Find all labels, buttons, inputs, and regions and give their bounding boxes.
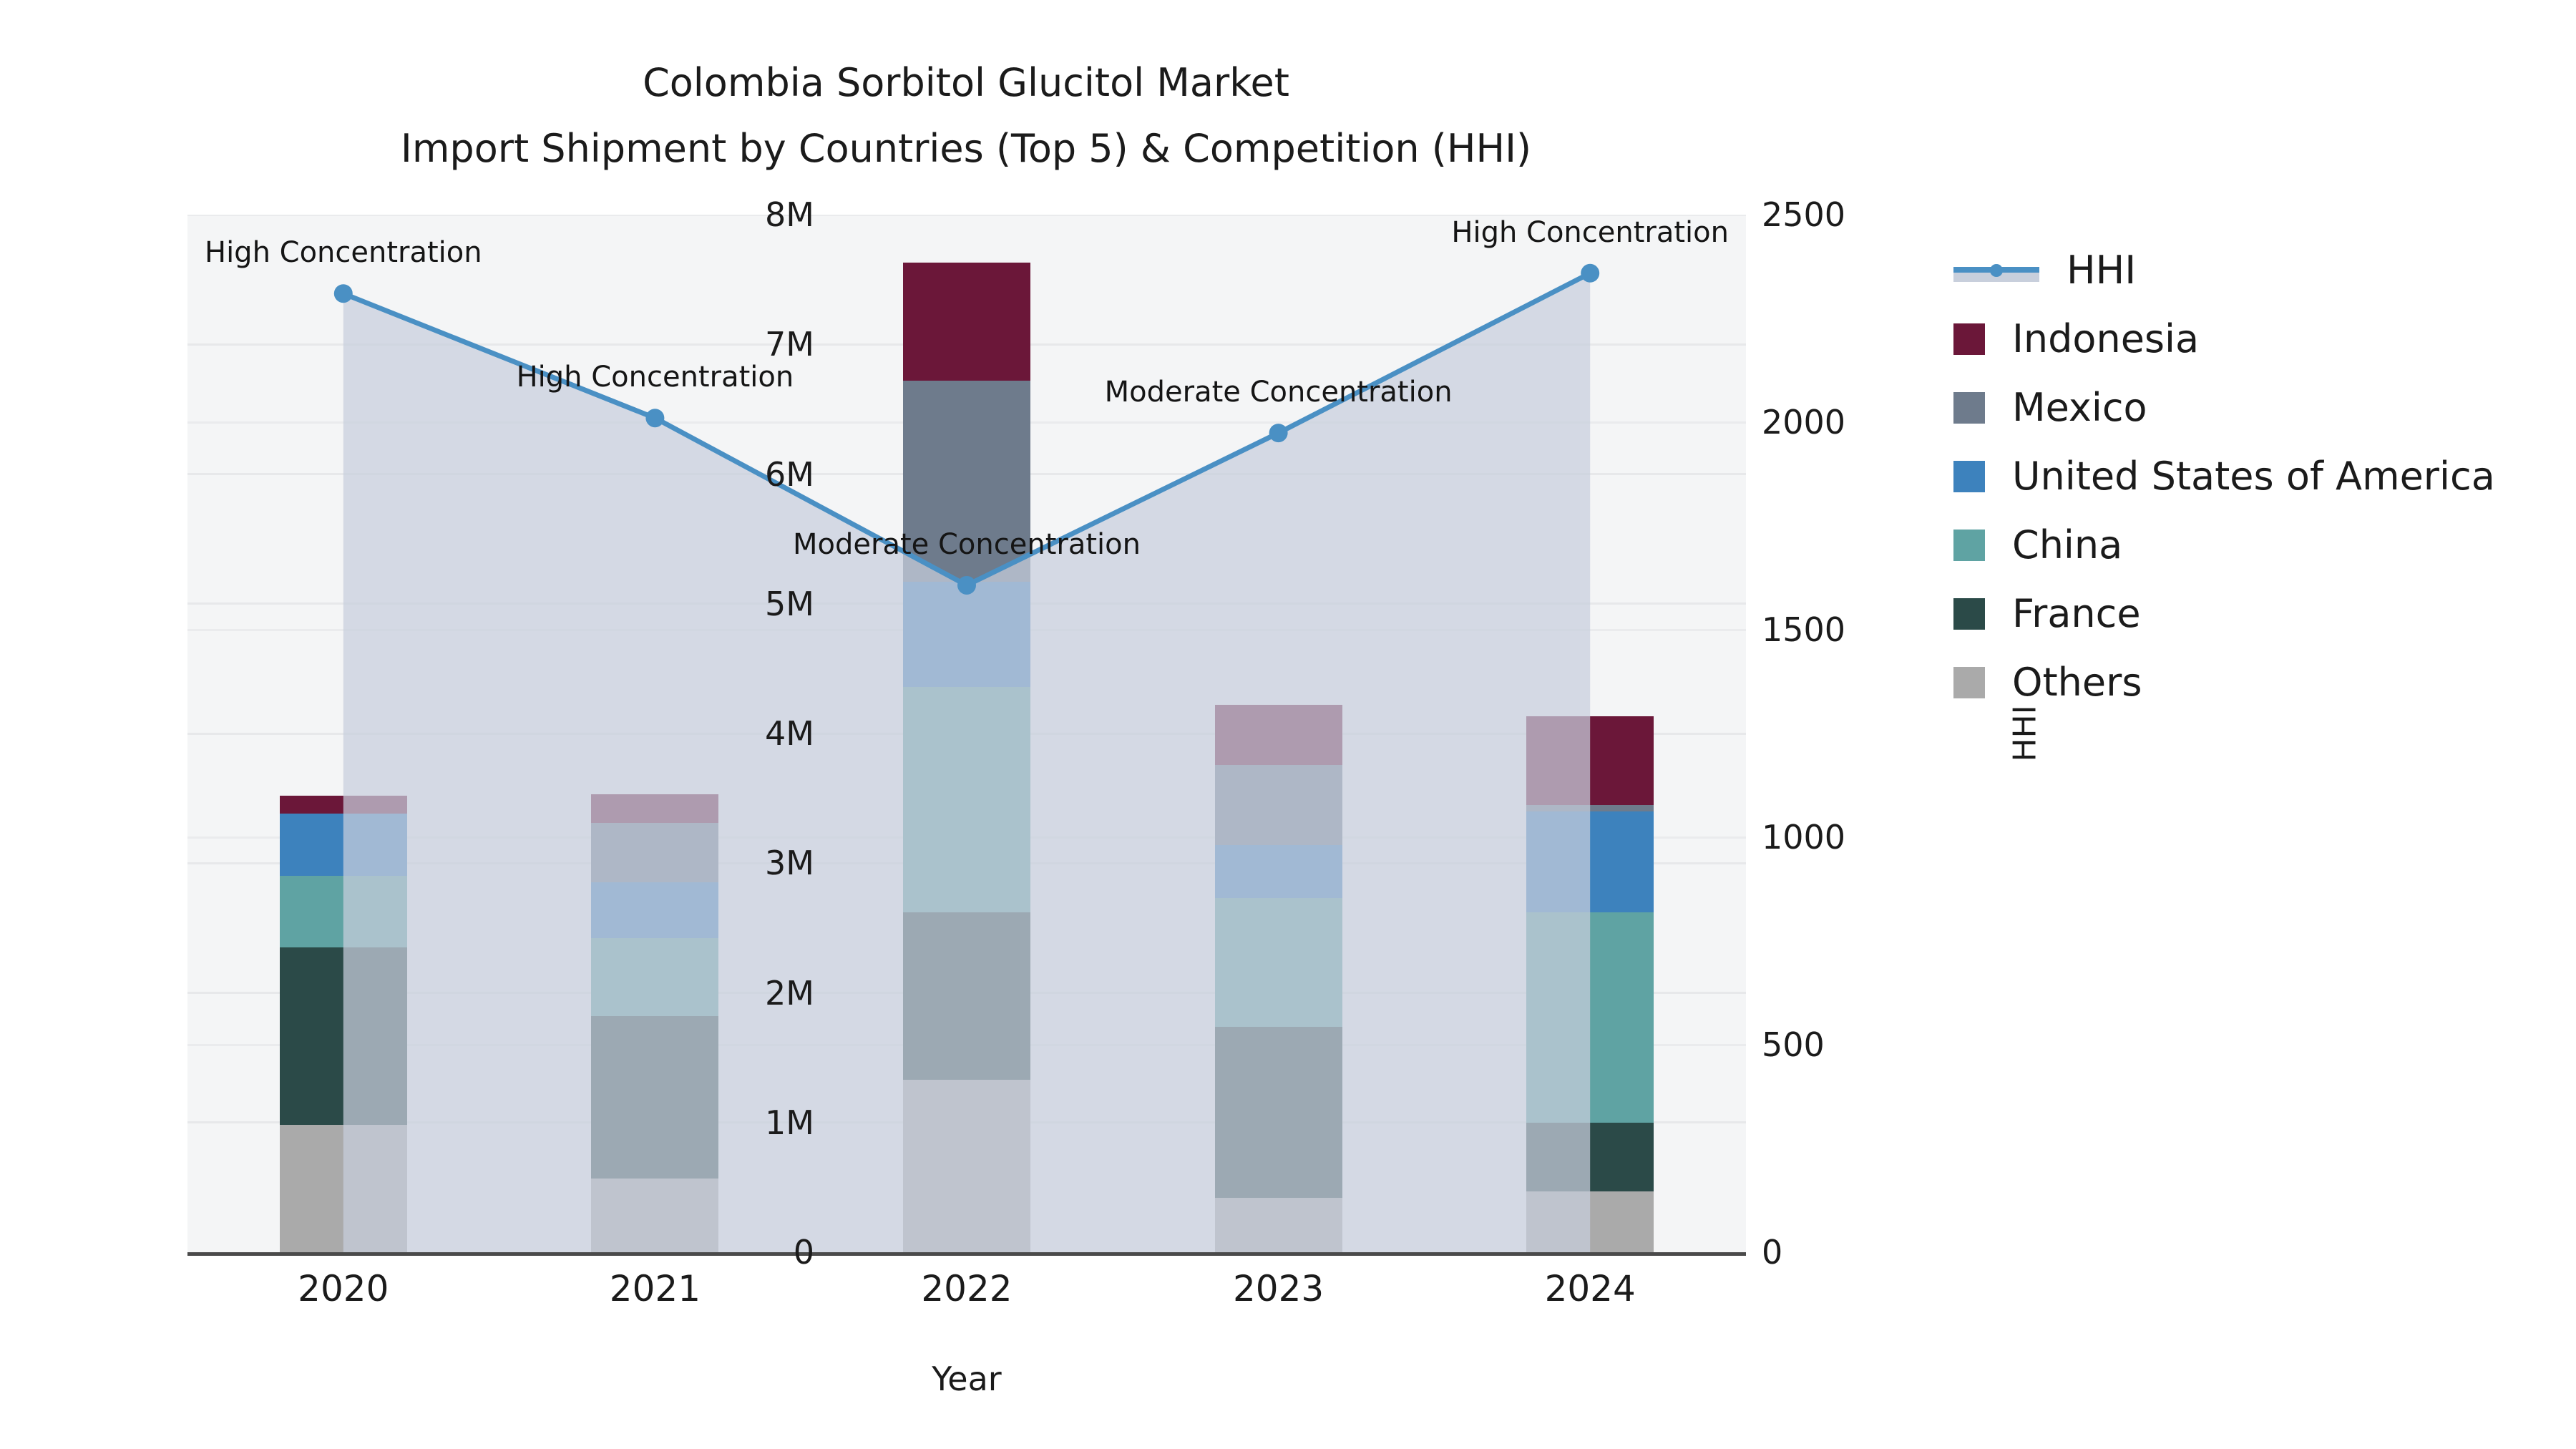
y-tick-left: 0 <box>793 1233 814 1272</box>
bar-segment-united-states-of-america[interactable] <box>1214 844 1342 899</box>
legend-item-france[interactable]: France <box>1953 580 2569 648</box>
y-tick-left: 4M <box>765 714 814 753</box>
legend-label: Indonesia <box>2012 316 2200 361</box>
bar-segment-mexico[interactable] <box>1214 764 1342 845</box>
bar-segment-france[interactable] <box>903 912 1030 1080</box>
hhi-annotation-2023: Moderate Concentration <box>1104 376 1453 409</box>
y-tick-right: 500 <box>1762 1025 1825 1064</box>
bar-segment-france[interactable] <box>1526 1122 1654 1191</box>
bar-segment-china[interactable] <box>1526 912 1654 1123</box>
legend-item-china[interactable]: China <box>1953 511 2569 580</box>
plot-inner <box>187 215 1746 1252</box>
legend-swatch-icon <box>1953 530 1985 561</box>
x-tick-2023: 2023 <box>1232 1268 1324 1309</box>
bar-segment-others[interactable] <box>591 1178 719 1252</box>
bar-segment-indonesia[interactable] <box>1526 716 1654 805</box>
chart-subtitle: Import Shipment by Countries (Top 5) & C… <box>400 126 1532 171</box>
x-tick-2020: 2020 <box>298 1268 389 1309</box>
legend-item-indonesia[interactable]: Indonesia <box>1953 305 2569 374</box>
bar-segment-china[interactable] <box>591 938 719 1017</box>
bar-segment-united-states-of-america[interactable] <box>903 581 1030 687</box>
hhi-annotation-2020: High Concentration <box>204 236 482 270</box>
gridline-secondary <box>187 215 1746 216</box>
bar-group-2023[interactable] <box>1214 215 1342 1252</box>
legend-label: HHI <box>2067 248 2137 293</box>
bar-group-2022[interactable] <box>903 215 1030 1252</box>
legend-label: China <box>2012 522 2123 567</box>
legend-label: France <box>2012 591 2141 636</box>
bar-segment-france[interactable] <box>279 947 407 1126</box>
legend-item-united-states-of-america[interactable]: United States of America <box>1953 442 2569 511</box>
bar-group-2024[interactable] <box>1526 215 1654 1252</box>
x-tick-2024: 2024 <box>1544 1268 1636 1309</box>
y-tick-right: 1000 <box>1762 818 1846 857</box>
bar-segment-others[interactable] <box>1526 1191 1654 1252</box>
hhi-annotation-2021: High Concentration <box>516 361 794 394</box>
x-axis-title: Year <box>932 1360 1002 1398</box>
bar-segment-united-states-of-america[interactable] <box>1526 811 1654 913</box>
chart-title-block: Colombia Sorbitol Glucitol Market Import… <box>0 50 1932 182</box>
legend-label: United States of America <box>2012 454 2495 499</box>
bar-segment-others[interactable] <box>279 1125 407 1252</box>
hhi-annotation-2024: High Concentration <box>1451 215 1729 249</box>
bar-segment-china[interactable] <box>279 876 407 948</box>
bar-segment-others[interactable] <box>1214 1197 1342 1252</box>
y-tick-left: 2M <box>765 973 814 1013</box>
legend-item-others[interactable]: Others <box>1953 648 2569 717</box>
bar-segment-china[interactable] <box>1214 898 1342 1027</box>
y-tick-left: 1M <box>765 1103 814 1142</box>
bar-segment-indonesia[interactable] <box>279 796 407 814</box>
legend-label: Others <box>2012 660 2142 705</box>
y-tick-left: 6M <box>765 454 814 494</box>
y-tick-right: 2500 <box>1762 195 1846 234</box>
legend-swatch-icon <box>1953 667 1985 698</box>
bar-group-2020[interactable] <box>279 215 407 1252</box>
bar-segment-mexico[interactable] <box>1526 804 1654 811</box>
legend-swatch-icon <box>1953 461 1985 492</box>
bar-segment-indonesia[interactable] <box>591 794 719 824</box>
x-tick-2021: 2021 <box>609 1268 701 1309</box>
y-tick-left: 8M <box>765 195 814 234</box>
plot-area <box>187 215 1746 1252</box>
y-tick-left: 3M <box>765 844 814 883</box>
hhi-annotation-2022: Moderate Concentration <box>793 527 1141 561</box>
chart-title: Colombia Sorbitol Glucitol Market <box>643 60 1289 105</box>
bar-segment-united-states-of-america[interactable] <box>591 882 719 939</box>
legend: HHI Indonesia Mexico United States of Ameri… <box>1953 236 2569 717</box>
x-tick-2022: 2022 <box>921 1268 1013 1309</box>
bar-segment-france[interactable] <box>1214 1026 1342 1198</box>
legend-swatch-icon <box>1953 598 1985 630</box>
bar-segment-mexico[interactable] <box>591 823 719 883</box>
legend-label: Mexico <box>2012 385 2147 430</box>
bar-segment-indonesia[interactable] <box>903 263 1030 381</box>
legend-item-hhi[interactable]: HHI <box>1953 236 2569 305</box>
y-tick-right: 1500 <box>1762 610 1846 649</box>
x-axis-line <box>187 1252 1746 1256</box>
legend-item-mexico[interactable]: Mexico <box>1953 374 2569 442</box>
legend-swatch-icon <box>1953 323 1985 355</box>
hhi-line-swatch-icon <box>1953 255 2039 286</box>
bar-segment-united-states-of-america[interactable] <box>279 814 407 877</box>
bar-segment-france[interactable] <box>591 1016 719 1179</box>
bar-segment-china[interactable] <box>903 686 1030 913</box>
y-tick-right: 0 <box>1762 1233 1783 1272</box>
legend-swatch-icon <box>1953 392 1985 424</box>
y-tick-right: 2000 <box>1762 403 1846 441</box>
y-tick-left: 7M <box>765 325 814 364</box>
bar-segment-indonesia[interactable] <box>1214 705 1342 765</box>
bar-segment-others[interactable] <box>903 1079 1030 1252</box>
y-tick-left: 5M <box>765 584 814 623</box>
